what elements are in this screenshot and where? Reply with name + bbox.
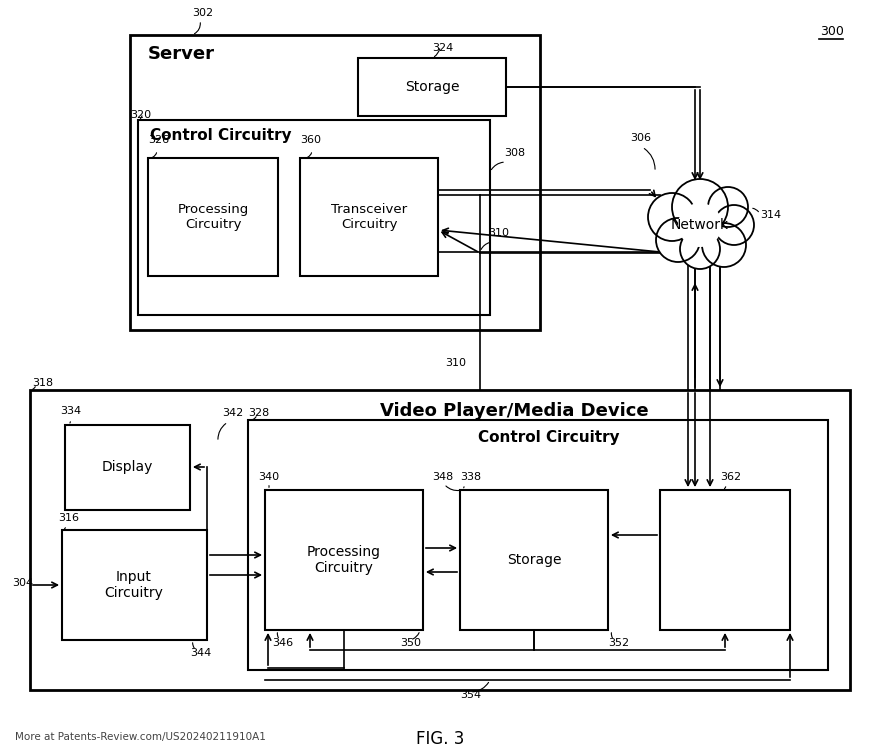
Bar: [265, 490, 423, 630]
Text: 300: 300: [820, 25, 844, 38]
Bar: [300, 158, 438, 276]
Text: Control Circuitry: Control Circuitry: [150, 128, 291, 143]
Text: Display: Display: [101, 460, 153, 474]
Text: 342: 342: [222, 408, 243, 418]
Text: 354: 354: [460, 690, 481, 700]
Text: Network: Network: [671, 218, 729, 232]
Text: 310: 310: [445, 358, 466, 368]
Text: Input
Circuitry: Input Circuitry: [105, 570, 164, 600]
Circle shape: [648, 193, 696, 241]
Text: 320: 320: [130, 110, 151, 120]
Bar: [138, 120, 490, 315]
Circle shape: [656, 218, 700, 262]
Text: Storage: Storage: [405, 80, 459, 94]
Text: 362: 362: [720, 472, 741, 482]
Text: 304: 304: [12, 578, 33, 588]
Text: 308: 308: [504, 148, 525, 158]
Bar: [148, 158, 278, 276]
Text: 352: 352: [608, 638, 629, 648]
Text: 348: 348: [432, 472, 453, 482]
Text: Server: Server: [148, 45, 215, 63]
Circle shape: [702, 223, 746, 267]
Text: Transceiver
Circuitry: Transceiver Circuitry: [331, 203, 407, 231]
Bar: [130, 35, 540, 330]
Bar: [358, 58, 506, 116]
Text: FIG. 3: FIG. 3: [416, 730, 464, 744]
Bar: [248, 420, 828, 670]
Text: 340: 340: [258, 472, 279, 482]
Text: 326: 326: [148, 135, 169, 145]
Text: 314: 314: [760, 210, 781, 220]
Text: 334: 334: [60, 406, 81, 416]
Text: 306: 306: [630, 133, 651, 143]
Text: More at Patents-Review.com/US20240211910A1: More at Patents-Review.com/US20240211910…: [15, 732, 266, 742]
Text: 350: 350: [400, 638, 421, 648]
Text: 344: 344: [190, 648, 211, 658]
Bar: [30, 390, 850, 690]
Text: 310: 310: [488, 228, 509, 238]
Text: 346: 346: [272, 638, 293, 648]
Circle shape: [672, 179, 728, 235]
Text: Storage: Storage: [507, 553, 561, 567]
Text: 316: 316: [58, 513, 79, 523]
Bar: [65, 425, 190, 510]
Text: 328: 328: [248, 408, 269, 418]
Text: Video Player/Media Device: Video Player/Media Device: [380, 402, 649, 420]
Text: 324: 324: [432, 43, 453, 53]
Bar: [62, 530, 207, 640]
Circle shape: [678, 203, 722, 247]
Text: 360: 360: [300, 135, 321, 145]
Text: 338: 338: [460, 472, 481, 482]
Bar: [660, 490, 790, 630]
Text: Control Circuitry: Control Circuitry: [478, 430, 620, 445]
Text: Processing
Circuitry: Processing Circuitry: [178, 203, 249, 231]
Circle shape: [680, 229, 720, 269]
Bar: [460, 490, 608, 630]
Circle shape: [714, 205, 754, 245]
Text: 302: 302: [192, 8, 213, 18]
Text: Processing
Circuitry: Processing Circuitry: [307, 545, 381, 575]
Circle shape: [708, 187, 748, 227]
Text: 318: 318: [32, 378, 53, 388]
